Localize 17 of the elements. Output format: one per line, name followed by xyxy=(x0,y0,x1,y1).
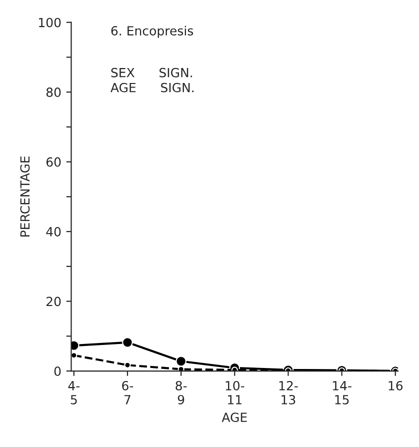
x-tick-label: 4- 5 xyxy=(68,381,80,404)
x-tick-label: 16 xyxy=(388,380,403,390)
x-tick-label: 14- 15 xyxy=(332,381,352,404)
annotation: SEX SIGN. AGE SIGN. xyxy=(110,68,194,92)
chart-title: 6. Encopresis xyxy=(111,26,194,38)
x-tick-label: 10- 11 xyxy=(226,380,244,404)
x-tick-label: 12- 13 xyxy=(279,380,298,404)
y-tick-label: 20 xyxy=(46,296,61,306)
x-axis-title: AGE xyxy=(222,412,247,422)
y-axis-title: PERCENTAGE xyxy=(20,156,30,236)
y-tick-label: 60 xyxy=(46,157,61,167)
x-tick-label: 6- 7 xyxy=(122,380,134,404)
y-tick-label: 80 xyxy=(46,88,61,98)
x-tick-label: 8- 9 xyxy=(176,380,187,404)
y-tick-label: 40 xyxy=(46,227,61,236)
y-tick-label: 100 xyxy=(39,18,61,28)
y-tick-label: 0 xyxy=(54,366,61,376)
